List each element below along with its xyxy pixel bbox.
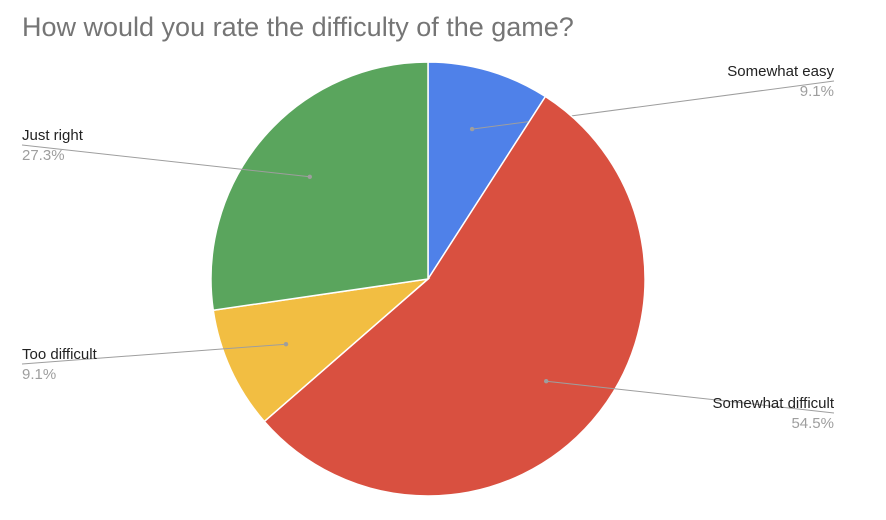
- pie-slice-too-difficult: [212, 277, 431, 423]
- slice-label-somewhat-difficult: Somewhat difficult: [713, 395, 835, 412]
- chart-title: How would you rate the difficulty of the…: [22, 12, 574, 42]
- slice-label-just-right: Just right: [22, 127, 84, 144]
- slice-percent-somewhat-easy: 9.1%: [800, 83, 834, 100]
- callout-dot-somewhat-easy: [469, 126, 475, 132]
- callout-line-just-right: [21, 144, 310, 178]
- callout-line-too-difficult: [21, 343, 287, 365]
- pie-slice-somewhat-easy: [427, 61, 547, 282]
- slice-label-too-difficult: Too difficult: [22, 346, 98, 363]
- pie-slice-just-right: [210, 61, 429, 312]
- slice-percent-somewhat-difficult: 54.5%: [791, 415, 834, 432]
- slice-percent-too-difficult: 9.1%: [22, 366, 56, 383]
- callout-line-somewhat-difficult: [546, 380, 835, 414]
- slice-percent-just-right: 27.3%: [22, 147, 65, 164]
- slice-label-somewhat-easy: Somewhat easy: [727, 63, 834, 80]
- pie-slice-somewhat-difficult: [263, 95, 646, 497]
